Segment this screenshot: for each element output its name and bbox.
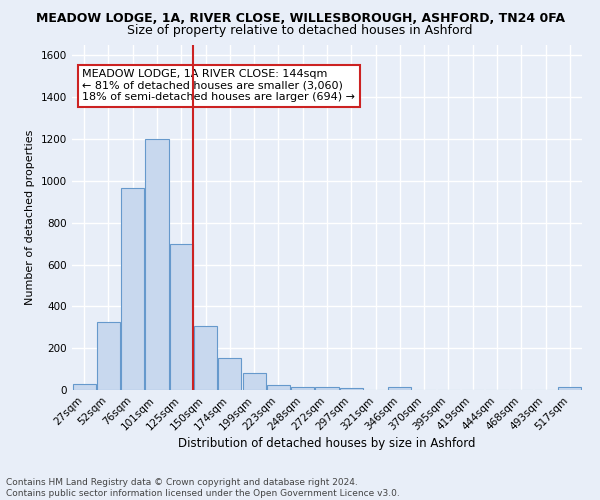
Bar <box>97 322 120 390</box>
Bar <box>291 387 314 390</box>
Y-axis label: Number of detached properties: Number of detached properties <box>25 130 35 305</box>
Bar <box>388 387 412 390</box>
Bar <box>267 385 290 390</box>
Text: Size of property relative to detached houses in Ashford: Size of property relative to detached ho… <box>127 24 473 37</box>
Bar <box>218 358 241 390</box>
X-axis label: Distribution of detached houses by size in Ashford: Distribution of detached houses by size … <box>178 438 476 450</box>
Bar <box>145 139 169 390</box>
Bar <box>316 388 338 390</box>
Text: MEADOW LODGE, 1A RIVER CLOSE: 144sqm
← 81% of detached houses are smaller (3,060: MEADOW LODGE, 1A RIVER CLOSE: 144sqm ← 8… <box>82 69 355 102</box>
Bar <box>242 374 266 390</box>
Text: Contains HM Land Registry data © Crown copyright and database right 2024.
Contai: Contains HM Land Registry data © Crown c… <box>6 478 400 498</box>
Text: MEADOW LODGE, 1A, RIVER CLOSE, WILLESBOROUGH, ASHFORD, TN24 0FA: MEADOW LODGE, 1A, RIVER CLOSE, WILLESBOR… <box>35 12 565 26</box>
Bar <box>170 244 193 390</box>
Bar <box>340 388 363 390</box>
Bar <box>73 384 95 390</box>
Bar <box>559 387 581 390</box>
Bar <box>121 188 144 390</box>
Bar <box>194 326 217 390</box>
